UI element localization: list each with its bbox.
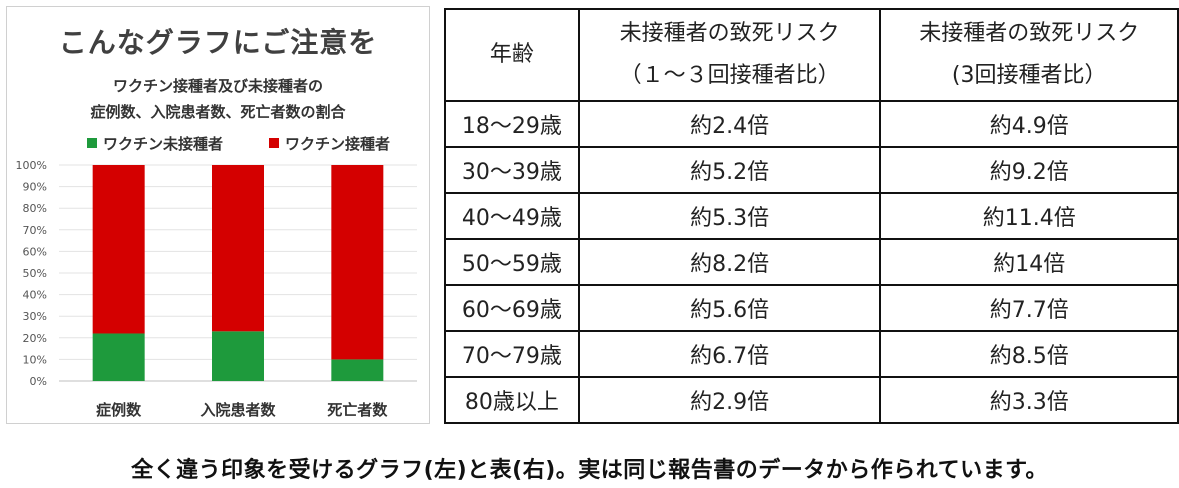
table-row: 60～69歳 約5.6倍 約7.7倍: [444, 284, 1179, 332]
chart-title: こんなグラフにご注意を: [58, 26, 378, 59]
bar-segment-unvaccinated: [331, 359, 384, 381]
header-age: 年齢: [444, 8, 580, 102]
cell-risk-a: 約5.3倍: [577, 192, 882, 240]
cell-risk-a: 約2.4倍: [577, 100, 882, 148]
legend-item-unvaccinated: ワクチン未接種者: [87, 133, 223, 154]
legend-item-vaccinated: ワクチン接種者: [269, 133, 390, 154]
table-row: 80歳以上 約2.9倍 約3.3倍: [444, 376, 1179, 424]
table-row: 30～39歳 約5.2倍 約9.2倍: [444, 146, 1179, 194]
stacked-bar-chart: 0% 10% 20% 30% 40% 50% 60% 70% 80% 90% 100% 症例数 入院患者…: [16, 159, 417, 419]
y-tick-label: 70%: [23, 224, 47, 237]
cell-risk-a: 約6.7倍: [577, 330, 882, 378]
caption: 全く違う印象を受けるグラフ(左)と表(右)。実は同じ報告書のデータから作られてい…: [131, 458, 1048, 483]
y-tick-label: 90%: [23, 181, 47, 194]
cell-risk-b: 約14倍: [879, 238, 1179, 286]
cell-risk-a: 約2.9倍: [577, 376, 882, 424]
cell-age: 80歳以上: [444, 376, 580, 424]
legend-label-unvaccinated: ワクチン未接種者: [103, 135, 224, 153]
header-col-b: 未接種者の致死リスク (3回接種者比）: [879, 8, 1179, 102]
header-col-a-line1: 未接種者の致死リスク: [619, 21, 840, 46]
legend-swatch-vaccinated: [269, 137, 279, 148]
header-col-b-line1: 未接種者の致死リスク: [919, 21, 1140, 46]
chart-subtitle-line1: ワクチン接種者及び未接種者の: [112, 77, 323, 95]
legend-label-vaccinated: ワクチン接種者: [285, 135, 391, 153]
cell-risk-a: 約8.2倍: [577, 238, 882, 286]
cell-age: 30～39歳: [444, 146, 580, 194]
y-tick-label: 50%: [23, 267, 47, 280]
x-category-label: 入院患者数: [200, 401, 276, 419]
header-col-b-line2: (3回接種者比）: [951, 63, 1107, 88]
table-row: 18～29歳 約2.4倍 約4.9倍: [444, 100, 1179, 148]
cell-age: 60～69歳: [444, 284, 580, 332]
cell-risk-a: 約5.6倍: [577, 284, 882, 332]
y-tick-label: 0%: [30, 375, 47, 388]
cell-risk-b: 約7.7倍: [879, 284, 1179, 332]
y-tick-label: 60%: [23, 245, 47, 258]
legend-swatch-unvaccinated: [87, 137, 97, 148]
risk-table: 年齢 未接種者の致死リスク （１～３回接種者比） 未接種者の致死リスク (3回接…: [444, 8, 1179, 424]
table-row: 40～49歳 約5.3倍 約11.4倍: [444, 192, 1179, 240]
cell-age: 70～79歳: [444, 330, 580, 378]
cell-risk-a: 約5.2倍: [577, 146, 882, 194]
x-category-label: 死亡者数: [327, 401, 388, 419]
cell-risk-b: 約3.3倍: [879, 376, 1179, 424]
cell-age: 40～49歳: [444, 192, 580, 240]
table-row: 50～59歳 約8.2倍 約14倍: [444, 238, 1179, 286]
cell-risk-b: 約8.5倍: [879, 330, 1179, 378]
bar-segment-vaccinated: [92, 165, 145, 334]
cell-age: 50～59歳: [444, 238, 580, 286]
cell-risk-b: 約11.4倍: [879, 192, 1179, 240]
bar-segment-vaccinated: [331, 165, 384, 360]
table-header-row: 年齢 未接種者の致死リスク （１～３回接種者比） 未接種者の致死リスク (3回接…: [444, 8, 1179, 102]
chart-panel: こんなグラフにご注意を ワクチン接種者及び未接種者の 症例数、入院患者数、死亡者…: [6, 6, 430, 424]
chart-subtitle-line2: 症例数、入院患者数、死亡者数の割合: [90, 103, 346, 121]
header-col-a-line2: （１～３回接種者比）: [619, 63, 840, 88]
x-category-label: 症例数: [96, 401, 142, 419]
bar-segment-unvaccinated: [92, 333, 145, 381]
cell-risk-b: 約9.2倍: [879, 146, 1179, 194]
bar-segment-vaccinated: [212, 165, 264, 332]
bar-segment-unvaccinated: [212, 331, 264, 381]
y-tick-label: 30%: [23, 310, 47, 323]
y-tick-label: 100%: [16, 159, 47, 172]
y-tick-label: 40%: [23, 289, 47, 302]
table-row: 70～79歳 約6.7倍 約8.5倍: [444, 330, 1179, 378]
y-tick-label: 10%: [23, 353, 47, 366]
y-tick-label: 20%: [23, 332, 47, 345]
header-col-a: 未接種者の致死リスク （１～３回接種者比）: [577, 8, 882, 102]
cell-age: 18～29歳: [444, 100, 580, 148]
y-tick-label: 80%: [23, 202, 47, 215]
cell-risk-b: 約4.9倍: [879, 100, 1179, 148]
